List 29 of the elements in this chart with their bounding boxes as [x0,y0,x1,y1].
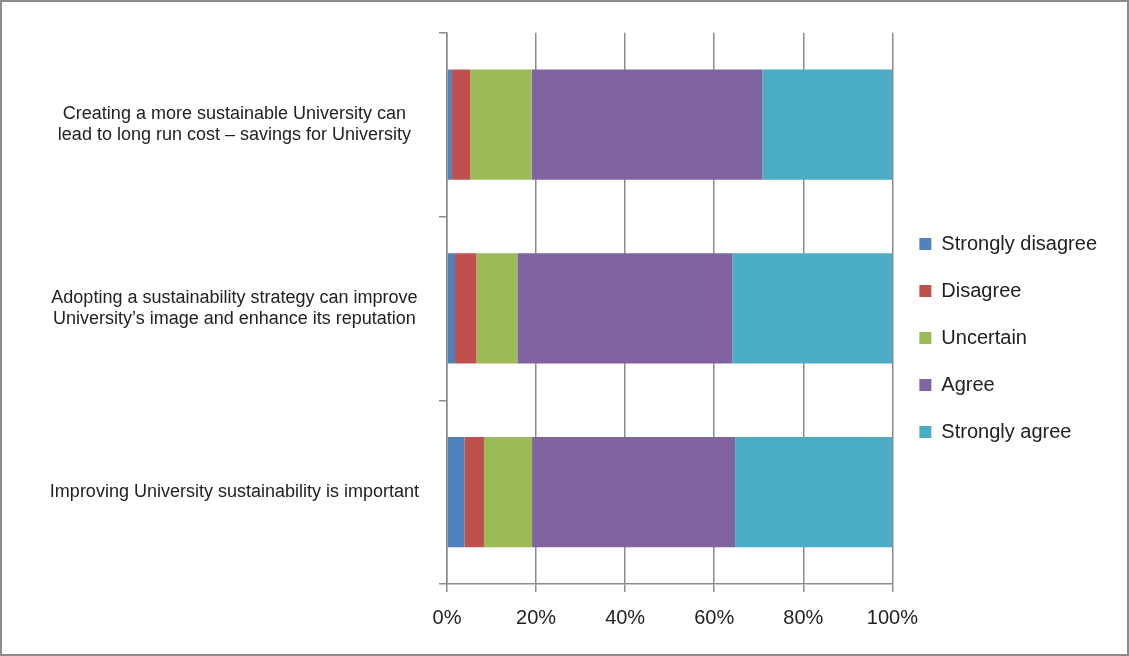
x-tick-label: 20% [516,605,557,628]
bar [483,437,533,548]
x-tick-label: 40% [605,605,646,628]
bar [447,253,456,364]
x-tick-label: 60% [694,605,735,628]
x-tick-label: 100% [866,605,919,628]
bar [464,437,484,548]
bar [532,437,736,548]
bar [476,253,518,364]
legend-label: Strongly disagree [941,231,1098,254]
bar [517,253,733,364]
legend-label: Disagree [941,278,1022,301]
legend-label: Agree [941,372,995,395]
bar [531,69,763,180]
bar [732,253,893,364]
bar [451,69,471,180]
y-tick-label: Adopting a sustainability strategy can improve University’s image and enhance its reputation [51,286,418,329]
bar [470,69,532,180]
bar [762,69,893,180]
bar [447,69,452,180]
y-tick-label: Improving University sustainability is important [49,481,419,502]
bar [447,437,465,548]
x-tick-label: 80% [783,605,824,628]
x-tick-label: 0% [432,605,462,628]
legend-label: Strongly agree [941,419,1072,442]
legend-label: Uncertain [941,325,1027,348]
y-tick-label: Creating a more sustainable University can lead to long run cost – savings for University [57,102,412,145]
bar [455,253,477,364]
bar [735,437,893,548]
